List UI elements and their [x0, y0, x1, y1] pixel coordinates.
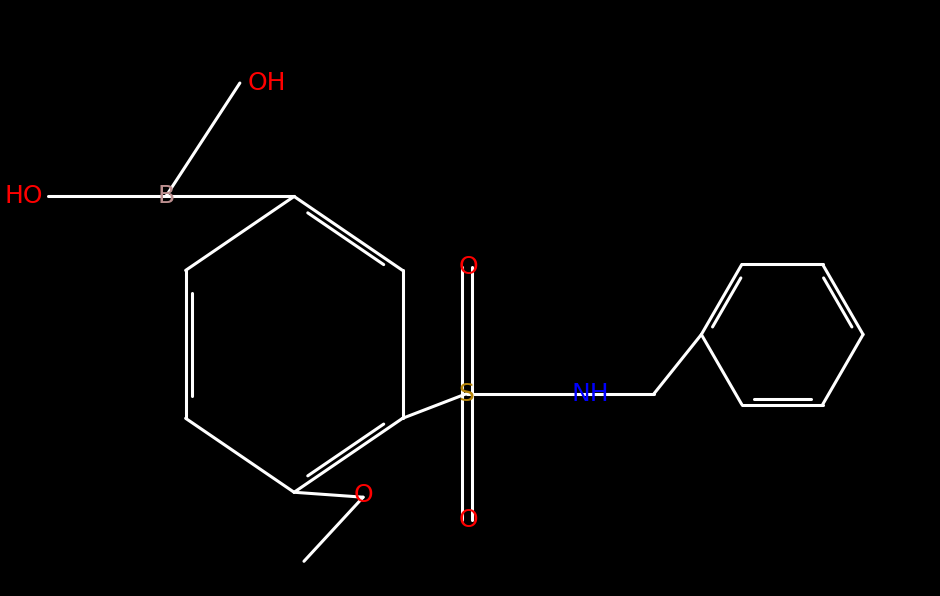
Text: B: B	[157, 184, 175, 209]
Text: NH: NH	[572, 381, 609, 406]
Text: O: O	[459, 256, 478, 280]
Text: HO: HO	[4, 184, 42, 209]
Text: O: O	[459, 508, 478, 532]
Text: O: O	[353, 483, 373, 507]
Text: S: S	[459, 381, 475, 406]
Text: OH: OH	[248, 71, 287, 95]
